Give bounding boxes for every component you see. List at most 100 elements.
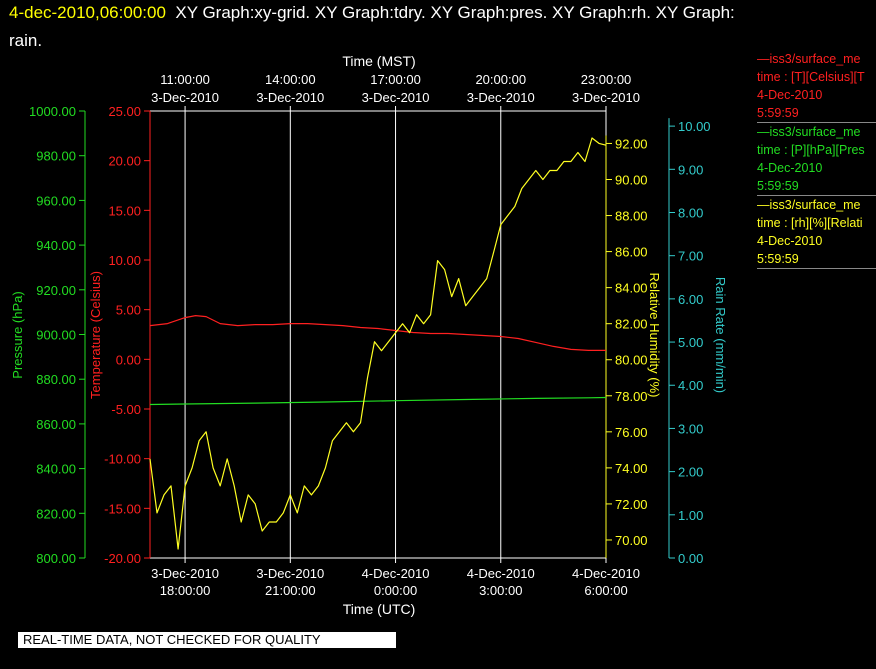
temperature-tick-label: -10.00 bbox=[104, 452, 141, 467]
rain-tick-label: 10.00 bbox=[678, 119, 711, 134]
temperature-tick-label: -20.00 bbox=[104, 551, 141, 566]
humidity-tick-label: 70.00 bbox=[615, 533, 648, 548]
humidity-tick-label: 78.00 bbox=[615, 389, 648, 404]
rain-tick-label: 2.00 bbox=[678, 465, 703, 480]
legend-entry-line1: —iss3/surface_me bbox=[757, 52, 861, 66]
humidity-tick-label: 88.00 bbox=[615, 209, 648, 224]
humidity-tick-label: 86.00 bbox=[615, 245, 648, 260]
pressure-tick-label: 920.00 bbox=[36, 283, 76, 298]
rain-tick-label: 5.00 bbox=[678, 335, 703, 350]
pressure-tick-label: 800.00 bbox=[36, 551, 76, 566]
humidity-tick-label: 80.00 bbox=[615, 353, 648, 368]
temperature-tick-label: 25.00 bbox=[108, 104, 141, 119]
axis-labels: 3-Dec-2010 18:00:00 11:00:00 3-Dec-2010 3-De… bbox=[10, 53, 728, 617]
pressure-tick-label: 940.00 bbox=[36, 238, 76, 253]
temperature-tick-label: 0.00 bbox=[116, 352, 141, 367]
legend-entry-line4: 5:59:59 bbox=[757, 106, 799, 120]
x-tick-label-top-date: 3-Dec-2010 bbox=[362, 90, 430, 105]
x-tick-label-bottom-time: 18:00:00 bbox=[160, 583, 211, 598]
axes bbox=[79, 106, 675, 563]
series-line-temperature bbox=[149, 315, 606, 351]
humidity-tick-label: 74.00 bbox=[615, 461, 648, 476]
humidity-tick-label: 76.00 bbox=[615, 425, 648, 440]
x-tick-label-top-time: 11:00:00 bbox=[160, 72, 210, 87]
pressure-tick-label: 880.00 bbox=[36, 372, 76, 387]
x-tick-label-top-time: 17:00:00 bbox=[370, 72, 421, 87]
legend-entry-line1: —iss3/surface_me bbox=[757, 198, 861, 212]
legend-entry-line2: time : [T][Celsius][T bbox=[757, 70, 865, 84]
legend-entry-line3: 4-Dec-2010 bbox=[757, 88, 823, 102]
series-line-humidity bbox=[149, 137, 607, 550]
x-axis-title-bottom: Time (UTC) bbox=[343, 601, 416, 617]
legend-separator bbox=[757, 268, 876, 269]
title-text: XY Graph:xy-grid. XY Graph:tdry. XY Grap… bbox=[175, 3, 735, 22]
x-tick-label-bottom-time: 6:00:00 bbox=[584, 583, 627, 598]
x-tick-label-bottom-date: 4-Dec-2010 bbox=[572, 566, 640, 581]
series-line-pressure bbox=[149, 396, 607, 406]
humidity-tick-label: 92.00 bbox=[615, 136, 648, 151]
x-tick-label-bottom-date: 4-Dec-2010 bbox=[362, 566, 430, 581]
rain-tick-label: 9.00 bbox=[678, 162, 703, 177]
legend-separator bbox=[757, 195, 876, 196]
x-axis-title-top: Time (MST) bbox=[342, 53, 415, 69]
pressure-axis-title: Pressure (hPa) bbox=[10, 291, 25, 378]
series-lines bbox=[149, 137, 607, 550]
x-tick-label-top-time: 23:00:00 bbox=[581, 72, 632, 87]
x-tick-label-bottom-time: 0:00:00 bbox=[374, 583, 417, 598]
temperature-axis-title: Temperature (Celsius) bbox=[88, 271, 103, 399]
humidity-tick-label: 82.00 bbox=[615, 317, 648, 332]
pressure-tick-label: 840.00 bbox=[36, 462, 76, 477]
x-tick-label-top-time: 14:00:00 bbox=[265, 72, 316, 87]
legend-entry-line3: 4-Dec-2010 bbox=[757, 161, 823, 175]
legend-entry-line3: 4-Dec-2010 bbox=[757, 234, 823, 248]
legend-entry-line1: —iss3/surface_me bbox=[757, 125, 861, 139]
humidity-tick-label: 72.00 bbox=[615, 497, 648, 512]
quality-note: REAL-TIME DATA, NOT CHECKED FOR QUALITY bbox=[18, 632, 396, 648]
legend-entry-line4: 5:59:59 bbox=[757, 179, 799, 193]
x-tick-label-top-date: 3-Dec-2010 bbox=[151, 90, 219, 105]
x-tick-label-bottom-time: 21:00:00 bbox=[265, 583, 316, 598]
rain-tick-label: 6.00 bbox=[678, 292, 703, 307]
humidity-tick-label: 84.00 bbox=[615, 281, 648, 296]
x-tick-label-top-date: 3-Dec-2010 bbox=[467, 90, 535, 105]
timestamp: 4-dec-2010,06:00:00 bbox=[9, 3, 166, 22]
legend-entry-line4: 5:59:59 bbox=[757, 252, 799, 266]
x-tick-label-bottom-date: 3-Dec-2010 bbox=[151, 566, 219, 581]
pressure-tick-label: 980.00 bbox=[36, 149, 76, 164]
temperature-tick-label: 5.00 bbox=[116, 303, 141, 318]
rain-tick-label: 4.00 bbox=[678, 378, 703, 393]
humidity-tick-label: 90.00 bbox=[615, 172, 648, 187]
legend-separator bbox=[757, 122, 876, 123]
page-title-continuation: rain. bbox=[9, 31, 43, 50]
x-tick-label-bottom-date: 4-Dec-2010 bbox=[467, 566, 535, 581]
pressure-tick-label: 1000.00 bbox=[29, 104, 76, 119]
temperature-tick-label: 15.00 bbox=[108, 203, 141, 218]
x-tick-label-top-date: 3-Dec-2010 bbox=[256, 90, 324, 105]
pressure-tick-label: 960.00 bbox=[36, 193, 76, 208]
rain-tick-label: 3.00 bbox=[678, 421, 703, 436]
rain-tick-label: 1.00 bbox=[678, 508, 703, 523]
legend-entry-line2: time : [rh][%][Relati bbox=[757, 216, 863, 230]
x-tick-label-top-time: 20:00:00 bbox=[475, 72, 526, 87]
rain-axis-title: Rain Rate (mm/min) bbox=[713, 277, 728, 393]
plot-frame bbox=[149, 110, 607, 559]
grid bbox=[149, 110, 607, 559]
pressure-tick-label: 900.00 bbox=[36, 328, 76, 343]
temperature-tick-label: 10.00 bbox=[108, 253, 141, 268]
x-tick-label-top-date: 3-Dec-2010 bbox=[572, 90, 640, 105]
x-tick-label-bottom-date: 3-Dec-2010 bbox=[256, 566, 324, 581]
temperature-tick-label: -15.00 bbox=[104, 501, 141, 516]
page-title: 4-dec-2010,06:00:00 XY Graph:xy-grid. XY… bbox=[9, 3, 735, 23]
humidity-axis-title: Relative Humidity (%) bbox=[647, 273, 662, 398]
temperature-tick-label: 20.00 bbox=[108, 154, 141, 169]
rain-tick-label: 7.00 bbox=[678, 249, 703, 264]
legend-entry-line2: time : [P][hPa][Pres bbox=[757, 143, 865, 157]
rain-tick-label: 0.00 bbox=[678, 551, 703, 566]
pressure-tick-label: 860.00 bbox=[36, 417, 76, 432]
rain-tick-label: 8.00 bbox=[678, 205, 703, 220]
temperature-tick-label: -5.00 bbox=[111, 402, 141, 417]
